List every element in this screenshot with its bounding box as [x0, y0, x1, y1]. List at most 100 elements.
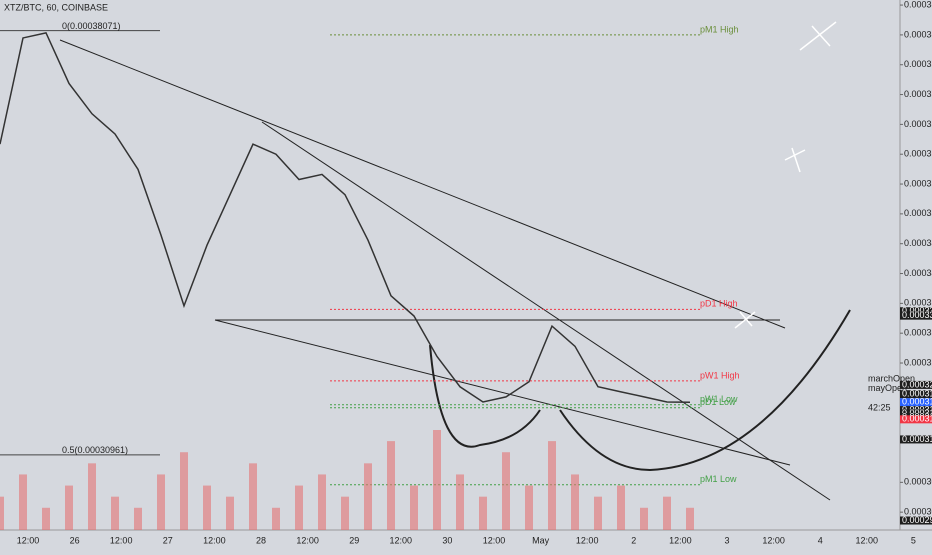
volume-bar — [203, 485, 211, 530]
level-label: pW1 High — [700, 370, 740, 380]
price-tag — [900, 311, 932, 320]
annotation: 0(0.00038071) — [62, 21, 121, 31]
price-tag — [900, 435, 932, 444]
price-tag — [900, 390, 932, 399]
volume-bar — [502, 452, 510, 530]
volume-bar — [525, 485, 533, 530]
volume-bar — [663, 496, 671, 530]
chart-title: XTZ/BTC, 60, COINBASE — [4, 2, 108, 12]
y-tick-label: 0.00036000 — [904, 149, 932, 159]
volume-bar — [0, 496, 4, 530]
x-tick-label: 12:00 — [203, 535, 226, 545]
volume-bar — [548, 441, 556, 530]
cross-marks — [734, 21, 837, 329]
level-label: pM1 High — [700, 24, 739, 34]
y-tick-label: 0.00037000 — [904, 89, 932, 99]
x-tick-label: 30 — [442, 535, 452, 545]
price-tag-label: 0.00029860 — [902, 515, 932, 525]
x-tick-label: 12:00 — [17, 535, 40, 545]
volume-bar — [318, 474, 326, 530]
price-tag-label: 0.00031977 — [902, 389, 932, 399]
price-tag-label: 0.00033368 — [902, 306, 932, 316]
x-tick-label: 12:00 — [390, 535, 413, 545]
level-label: pM1 Low — [700, 474, 737, 484]
volume-bar — [571, 474, 579, 530]
annotation: marchOpen — [868, 373, 915, 383]
volume-bar — [19, 474, 27, 530]
x-tick-label: 12:00 — [576, 535, 599, 545]
price-tag-label: 0.00032133 — [902, 379, 932, 389]
y-tick-label: 0.00033000 — [904, 328, 932, 338]
y-tick-label: 0.00030500 — [904, 477, 932, 487]
price-tag — [900, 380, 932, 389]
volume-bar — [387, 441, 395, 530]
volume-bar — [295, 485, 303, 530]
y-tick-label: 0.00032500 — [904, 357, 932, 367]
y-tick-label: 0.00034000 — [904, 268, 932, 278]
x-tick-label: 28 — [256, 535, 266, 545]
level-label: pD1 High — [700, 299, 738, 309]
volume-bar — [433, 430, 441, 530]
volume-bar — [111, 496, 119, 530]
x-tick-label: 3 — [724, 535, 729, 545]
volume-bar — [686, 507, 694, 530]
volume-bar — [249, 463, 257, 530]
level-label: pW1 Low — [700, 394, 738, 404]
price-tag-label: 0.00031219 — [902, 434, 932, 444]
price-tag — [900, 398, 932, 407]
y-tick-label: 0.00034500 — [904, 238, 932, 248]
price-tag — [900, 415, 932, 424]
volume-bar — [226, 496, 234, 530]
price-tag — [900, 307, 932, 316]
volume-bar — [410, 485, 418, 530]
price-tag-label: 0.00031655 — [902, 408, 932, 418]
x-tick-label: 12:00 — [110, 535, 133, 545]
y-tick-label: 0.00036500 — [904, 119, 932, 129]
volume-bar — [594, 496, 602, 530]
level-label: pD1 Low — [700, 397, 736, 407]
y-tick-label: 0.00035000 — [904, 208, 932, 218]
y-tick-label: 0.00035500 — [904, 178, 932, 188]
x-tick-label: 12:00 — [296, 535, 319, 545]
volume-bar — [88, 463, 96, 530]
price-tag-label: 0.00031556 — [902, 414, 932, 424]
x-tick-label: 12:00 — [669, 535, 692, 545]
annotation: 0.5(0.00030961) — [62, 445, 128, 455]
volume-bar — [341, 496, 349, 530]
price-line — [0, 32, 691, 403]
volume-bar — [134, 507, 142, 530]
volume-bar — [640, 507, 648, 530]
x-tick-label: May — [532, 535, 550, 545]
x-tick-label: 5 — [911, 535, 916, 545]
volume-bar — [272, 507, 280, 530]
x-tick-label: 27 — [163, 535, 173, 545]
volume-bar — [479, 496, 487, 530]
volume-bar — [364, 463, 372, 530]
x-tick-label: 12:00 — [856, 535, 879, 545]
annotation: mayOpen — [868, 383, 907, 393]
volume-bar — [42, 507, 50, 530]
volume-bar — [65, 485, 73, 530]
price-tag-label: 0.00033294 — [902, 310, 932, 320]
annotation: 42:25 — [868, 403, 891, 413]
trend-lines — [59, 39, 851, 501]
x-tick-label: 12:00 — [762, 535, 785, 545]
volume-bar — [180, 452, 188, 530]
x-tick-label: 26 — [70, 535, 80, 545]
x-tick-label: 2 — [631, 535, 636, 545]
price-tag-label: 0.00031843 — [902, 397, 932, 407]
volume-bar — [617, 485, 625, 530]
volume-bar — [157, 474, 165, 530]
y-tick-label: 0.00038000 — [904, 29, 932, 39]
x-tick-label: 4 — [818, 535, 823, 545]
x-tick-label: 12:00 — [483, 535, 506, 545]
x-tick-label: 29 — [349, 535, 359, 545]
y-tick-label: 0.00033500 — [904, 298, 932, 308]
y-tick-label: 0.00030000 — [904, 507, 932, 517]
y-tick-label: 0.00038500 — [904, 0, 932, 9]
price-tag — [900, 516, 932, 525]
y-tick-label: 0.00037500 — [904, 59, 932, 69]
volume-bar — [456, 474, 464, 530]
